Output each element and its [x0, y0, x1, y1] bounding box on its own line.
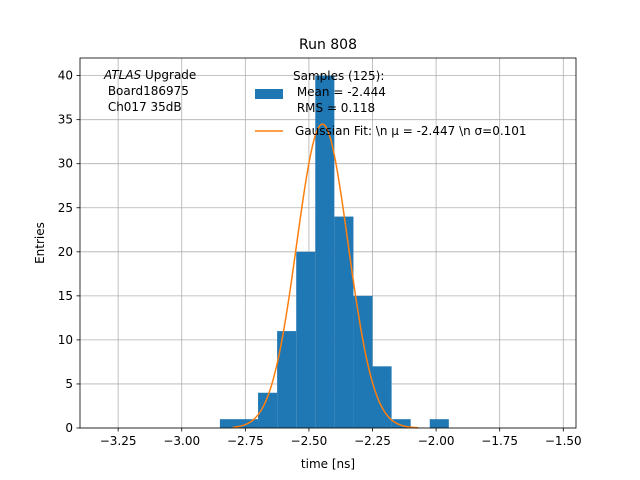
atlas-label: ATLAS: [103, 68, 142, 82]
legend-histogram-swatch: [255, 89, 283, 99]
annotation-line-2: Board186975: [104, 84, 189, 98]
legend-samples-line-2: Mean = -2.444: [293, 85, 386, 99]
x-tick-label: −2.25: [354, 434, 391, 448]
y-tick-label: 5: [65, 377, 73, 391]
x-tick-label: −2.00: [418, 434, 455, 448]
histogram-bar: [315, 75, 335, 429]
y-tick-label: 30: [58, 157, 73, 171]
x-tick-label: −3.25: [100, 434, 137, 448]
y-axis-label: Entries: [33, 222, 47, 264]
histogram-bar: [372, 366, 392, 428]
x-tick-label: −1.75: [481, 434, 518, 448]
histogram-bar: [334, 216, 354, 428]
y-tick-label: 20: [58, 245, 73, 259]
y-tick-label: 10: [58, 333, 73, 347]
x-tick-label: −3.00: [163, 434, 200, 448]
gaussian-fit-curve: [232, 123, 419, 429]
y-tick-label: 0: [65, 421, 73, 435]
upgrade-label: Upgrade: [141, 68, 196, 82]
y-tick-label: 40: [58, 69, 73, 83]
x-tick-label: −1.50: [545, 434, 582, 448]
x-axis-label: time [ns]: [301, 457, 355, 471]
legend: Samples (125): Mean = -2.444 RMS = 0.118…: [255, 69, 527, 138]
legend-samples-line-1: Samples (125):: [293, 69, 384, 83]
plot-frame: [79, 57, 577, 429]
axis-ticks: −3.25 −3.00 −2.75 −2.50 −2.25 −2.00 −1.75 −1.50…: [58, 69, 582, 448]
histogram-bar: [219, 419, 239, 428]
histogram-bar: [391, 419, 411, 428]
x-tick-label: −2.75: [227, 434, 264, 448]
annotation-line-3: Ch017 35dB: [104, 100, 182, 114]
y-tick-label: 15: [58, 289, 73, 303]
histogram-bar: [353, 295, 373, 428]
histogram-bar: [258, 392, 278, 428]
x-tick-label: −2.50: [291, 434, 328, 448]
atlas-annotation: ATLAS Upgrade Board186975 Ch017 35dB: [103, 68, 196, 114]
histogram-bar: [296, 251, 316, 428]
legend-samples-line-3: RMS = 0.118: [293, 101, 375, 115]
y-tick-label: 25: [58, 201, 73, 215]
gaussian-fit-curve-layer: [232, 123, 419, 429]
legend-fit-label: Gaussian Fit: \n μ = -2.447 \n σ=0.101: [295, 124, 527, 138]
chart-title: Run 808: [299, 37, 357, 53]
histogram-bar: [429, 419, 449, 428]
annotation-line-1: ATLAS Upgrade: [103, 68, 196, 82]
histogram-bar: [277, 331, 297, 428]
y-tick-label: 35: [58, 113, 73, 127]
